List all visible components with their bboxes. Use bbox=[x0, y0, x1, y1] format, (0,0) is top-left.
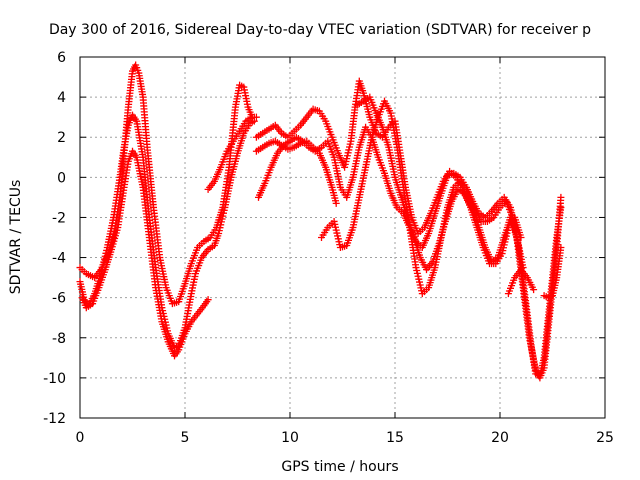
series-4 bbox=[204, 113, 256, 193]
y-tick-label: -12 bbox=[43, 411, 66, 427]
data-point bbox=[557, 244, 565, 252]
y-tick-label: -10 bbox=[43, 371, 66, 387]
y-tick-label: 6 bbox=[57, 50, 66, 66]
data-point bbox=[557, 203, 565, 211]
y-tick-label: 2 bbox=[57, 130, 66, 146]
x-tick-label: 0 bbox=[76, 430, 85, 446]
y-tick-label: -2 bbox=[52, 210, 66, 226]
x-tick-label: 25 bbox=[596, 430, 614, 446]
data-point bbox=[517, 234, 525, 241]
data-series bbox=[76, 61, 565, 382]
data-point bbox=[204, 296, 212, 304]
data-point bbox=[248, 113, 256, 121]
y-tick-label: 4 bbox=[57, 90, 66, 106]
series-10 bbox=[504, 266, 538, 298]
axis-ticks: -12 -10 -8 -6 -4 -2 0 2 4 6 0 5 10 15 20 25 bbox=[43, 50, 614, 446]
x-tick-label: 5 bbox=[181, 430, 190, 446]
plot-area-frame bbox=[79, 56, 606, 419]
y-axis-title: SDTVAR / TECUs bbox=[8, 180, 24, 295]
series-9 bbox=[353, 93, 525, 274]
data-point bbox=[332, 199, 340, 207]
series-11 bbox=[540, 244, 565, 302]
y-tick-label: -8 bbox=[52, 331, 66, 347]
x-tick-label: 15 bbox=[386, 430, 404, 446]
x-tick-label: 20 bbox=[491, 430, 509, 446]
y-tick-label: -4 bbox=[52, 251, 66, 267]
data-point bbox=[557, 193, 565, 201]
y-tick-label: -6 bbox=[52, 291, 66, 307]
chart-title: Day 300 of 2016, Sidereal Day-to-day VTE… bbox=[49, 22, 591, 38]
series-7 bbox=[252, 137, 340, 207]
grid bbox=[80, 57, 605, 418]
x-tick-label: 10 bbox=[281, 430, 299, 446]
x-axis-title: GPS time / hours bbox=[281, 459, 398, 475]
data-point bbox=[530, 286, 538, 294]
data-point bbox=[250, 117, 258, 125]
series-5 bbox=[255, 123, 565, 382]
y-tick-label: 0 bbox=[57, 170, 66, 186]
series-3 bbox=[78, 147, 212, 360]
